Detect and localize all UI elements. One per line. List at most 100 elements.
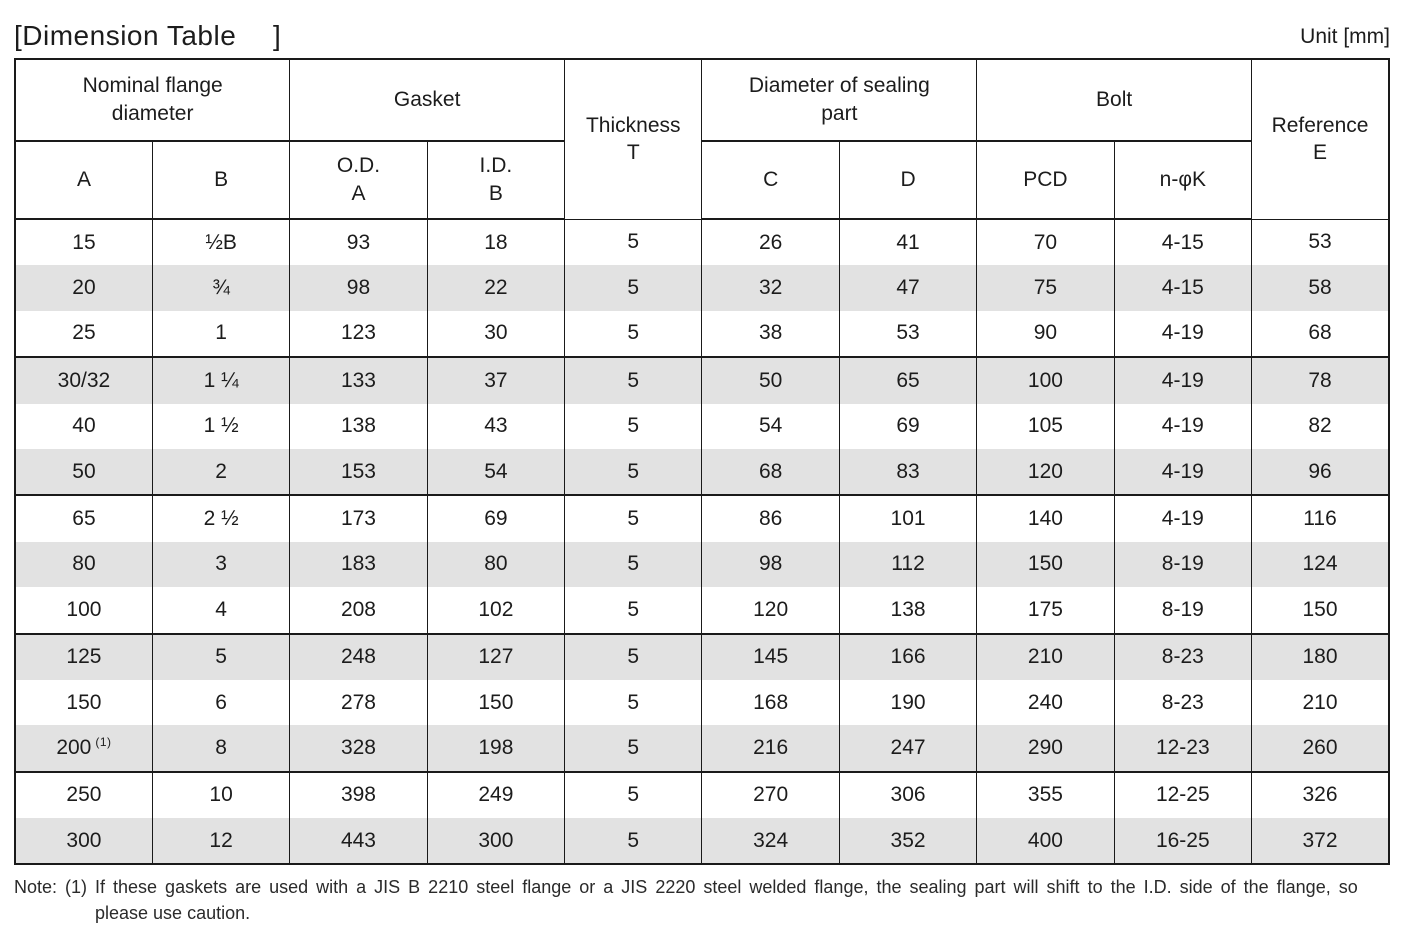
title-bar: [Dimension Table ] Unit [mm] xyxy=(14,8,1390,52)
cell-b: 10 xyxy=(151,771,291,819)
cell-e: 124 xyxy=(1251,541,1390,588)
column-header-id-b: I.D. B xyxy=(426,140,566,220)
table-row: 125 5 248 127 5 145 166 210 8-23 180 xyxy=(14,633,1390,680)
column-header-c: C xyxy=(701,140,840,220)
cell-b: 8 xyxy=(151,725,291,773)
cell-nk: 8-19 xyxy=(1113,587,1253,635)
cell-d: 53 xyxy=(838,310,978,359)
cell-id: 54 xyxy=(426,448,566,497)
cell-pcd: 70 xyxy=(976,219,1115,266)
cell-b: 6 xyxy=(151,679,291,726)
cell-a: 25 xyxy=(14,310,153,359)
header-reference: Reference E xyxy=(1251,58,1390,220)
cell-nk: 4-15 xyxy=(1113,219,1253,266)
cell-nk: 4-19 xyxy=(1113,403,1253,449)
cell-d: 166 xyxy=(838,633,978,680)
cell-a: 200 (1) xyxy=(14,725,153,773)
table-row: 30/32 1 ¼ 133 37 5 50 65 100 4-19 78 xyxy=(14,357,1390,404)
cell-od: 443 xyxy=(289,818,428,865)
cell-d: 101 xyxy=(838,495,978,542)
table-row: 25 1 123 30 5 38 53 90 4-19 68 xyxy=(14,310,1390,359)
cell-a: 125 xyxy=(14,633,153,680)
cell-pcd: 210 xyxy=(976,633,1115,680)
table-row: 15 ½B 93 18 5 26 41 70 4-15 53 xyxy=(14,219,1390,266)
cell-e: 260 xyxy=(1251,725,1390,773)
page-title: [Dimension Table ] xyxy=(14,20,282,52)
cell-c: 324 xyxy=(701,818,840,865)
table-row: 100 4 208 102 5 120 138 175 8-19 150 xyxy=(14,587,1390,635)
cell-e: 180 xyxy=(1251,633,1390,680)
cell-od: 153 xyxy=(289,448,428,497)
cell-d: 65 xyxy=(838,357,978,404)
cell-d: 138 xyxy=(838,587,978,635)
header-bolt: Bolt xyxy=(976,58,1253,142)
cell-pcd: 355 xyxy=(976,771,1115,819)
cell-od: 98 xyxy=(289,265,428,311)
table-row: 20 ¾ 98 22 5 32 47 75 4-15 58 xyxy=(14,265,1390,311)
cell-t: 5 xyxy=(564,357,703,404)
cell-a: 80 xyxy=(14,541,153,588)
cell-a: 100 xyxy=(14,587,153,635)
cell-b: 2 xyxy=(151,448,291,497)
cell-e: 82 xyxy=(1251,403,1390,449)
table-row: 80 3 183 80 5 98 112 150 8-19 124 xyxy=(14,541,1390,588)
cell-c: 26 xyxy=(701,219,840,266)
cell-pcd: 75 xyxy=(976,265,1115,311)
cell-c: 270 xyxy=(701,771,840,819)
column-header-d: D xyxy=(838,140,978,220)
cell-pcd: 105 xyxy=(976,403,1115,449)
cell-b: ½B xyxy=(151,219,291,266)
cell-od: 248 xyxy=(289,633,428,680)
column-header-pcd: PCD xyxy=(976,140,1115,220)
table-row: 200 (1) 8 328 198 5 216 247 290 12-23 260 xyxy=(14,725,1390,773)
cell-e: 68 xyxy=(1251,310,1390,359)
cell-id: 80 xyxy=(426,541,566,588)
cell-nk: 4-19 xyxy=(1113,495,1253,542)
cell-a: 65 xyxy=(14,495,153,542)
cell-pcd: 400 xyxy=(976,818,1115,865)
cell-b: ¾ xyxy=(151,265,291,311)
cell-id: 198 xyxy=(426,725,566,773)
cell-nk: 4-19 xyxy=(1113,357,1253,404)
table-body: 15 ½B 93 18 5 26 41 70 4-15 53 20 ¾ 98 22 5 32 47 75 4-15 5… xyxy=(14,219,1390,865)
cell-d: 306 xyxy=(838,771,978,819)
cell-od: 133 xyxy=(289,357,428,404)
cell-a: 50 xyxy=(14,448,153,497)
cell-nk: 12-23 xyxy=(1113,725,1253,773)
cell-a: 250 xyxy=(14,771,153,819)
cell-id: 300 xyxy=(426,818,566,865)
cell-a: 40 xyxy=(14,403,153,449)
cell-e: 372 xyxy=(1251,818,1390,865)
cell-od: 93 xyxy=(289,219,428,266)
table-row: 150 6 278 150 5 168 190 240 8-23 210 xyxy=(14,679,1390,726)
cell-c: 120 xyxy=(701,587,840,635)
cell-t: 5 xyxy=(564,495,703,542)
column-header-a: A xyxy=(14,140,153,220)
header-nominal-flange-diameter: Nominal flange diameter xyxy=(14,58,291,142)
footnote-line-1: Note: (1) If these gaskets are used with… xyxy=(14,877,1358,898)
column-header-b: B xyxy=(151,140,291,220)
cell-c: 86 xyxy=(701,495,840,542)
cell-d: 352 xyxy=(838,818,978,865)
cell-pcd: 150 xyxy=(976,541,1115,588)
cell-b: 1 xyxy=(151,310,291,359)
cell-id: 102 xyxy=(426,587,566,635)
cell-e: 96 xyxy=(1251,448,1390,497)
cell-t: 5 xyxy=(564,725,703,773)
cell-b: 3 xyxy=(151,541,291,588)
header-gasket: Gasket xyxy=(289,58,566,142)
cell-od: 138 xyxy=(289,403,428,449)
cell-od: 208 xyxy=(289,587,428,635)
cell-t: 5 xyxy=(564,219,703,266)
cell-a: 20 xyxy=(14,265,153,311)
cell-d: 190 xyxy=(838,679,978,726)
cell-nk: 4-19 xyxy=(1113,310,1253,359)
cell-c: 38 xyxy=(701,310,840,359)
unit-label: Unit [mm] xyxy=(1300,25,1390,48)
cell-id: 249 xyxy=(426,771,566,819)
cell-nk: 12-25 xyxy=(1113,771,1253,819)
table-row: 65 2 ½ 173 69 5 86 101 140 4-19 116 xyxy=(14,495,1390,542)
cell-c: 50 xyxy=(701,357,840,404)
footnote: Note: (1) If these gaskets are used with… xyxy=(14,874,1390,926)
cell-od: 173 xyxy=(289,495,428,542)
